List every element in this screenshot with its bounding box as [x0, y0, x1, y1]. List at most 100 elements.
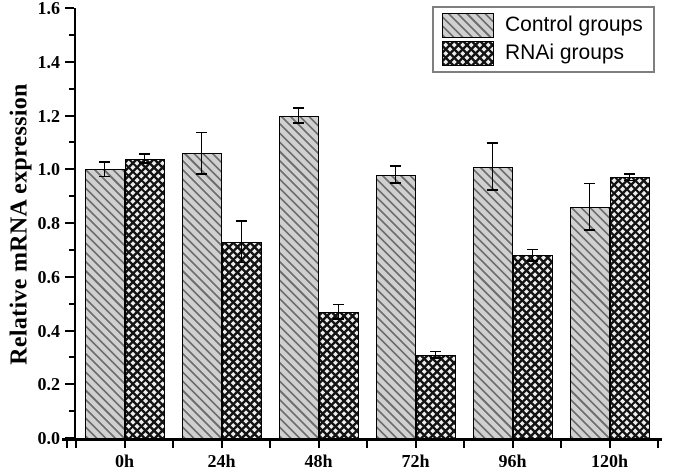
x-boundary-tick	[75, 440, 77, 448]
error-bar-cap	[390, 165, 401, 168]
bar-control-120h	[569, 206, 610, 439]
y-tick-label: 1.0	[37, 159, 61, 180]
bar-rnai-96h	[512, 255, 553, 439]
error-bar-control-120h	[584, 182, 595, 232]
x-center-tick	[414, 440, 417, 448]
y-major-tick	[64, 60, 74, 63]
error-bar-control-96h	[487, 142, 498, 191]
error-bar-cap	[584, 182, 595, 185]
y-tick-label: 1.6	[37, 0, 61, 18]
x-tick-label-96h: 96h	[498, 451, 527, 471]
error-bar-line	[394, 165, 397, 185]
bar-rnai-0h	[124, 158, 165, 439]
y-major-tick	[64, 7, 74, 9]
bar-control-0h	[84, 169, 125, 439]
y-major-tick	[64, 329, 74, 332]
error-bar-line	[531, 248, 534, 262]
error-bar-cap	[293, 121, 304, 124]
error-bar-cap	[139, 162, 150, 164]
x-center-tick	[123, 440, 126, 448]
x-boundary-tick	[463, 440, 465, 448]
plot-area: 0.0 0.2 0.4 0.6 0.8 1.0 1.2 1.4 1.6 0h 24h 48h 72h 96…	[38, 0, 662, 471]
y-tick-label: 0.2	[37, 374, 61, 395]
x-center-tick	[511, 440, 514, 448]
x-center-tick	[317, 440, 320, 448]
error-bar-control-24h	[196, 131, 207, 175]
bar-control-72h	[375, 174, 416, 439]
error-bar-cap	[99, 161, 110, 163]
legend-item-rnai-groups: RNAi groups	[442, 41, 643, 66]
error-bar-cap	[430, 356, 441, 359]
legend: Control groups RNAi groups	[432, 6, 655, 73]
legend-item-control-groups: Control groups	[442, 13, 643, 38]
y-minor-tick	[68, 87, 74, 90]
bar-rnai-120h	[609, 177, 650, 439]
bar-control-48h	[278, 115, 319, 439]
error-bar-cap	[196, 131, 207, 134]
error-bar-cap	[487, 188, 498, 191]
y-minor-tick	[68, 410, 74, 413]
y-major-tick	[64, 222, 74, 224]
x-boundary-tick	[560, 440, 562, 448]
error-bar-cap	[99, 175, 110, 178]
error-bar-cap	[236, 261, 247, 264]
error-bar-cap	[390, 182, 401, 185]
error-bar-rnai-72h	[430, 350, 441, 359]
x-tick-label-48h: 48h	[304, 451, 333, 471]
bar-rnai-24h	[221, 241, 262, 439]
x-axis-line	[62, 438, 662, 441]
crosshatch-swatch-icon	[442, 41, 494, 66]
x-tick-label-72h: 72h	[401, 451, 430, 471]
x-tick-label-120h: 120h	[590, 451, 628, 471]
x-boundary-tick	[269, 440, 271, 448]
bar-rnai-48h	[318, 311, 359, 439]
error-bar-rnai-96h	[527, 248, 538, 262]
error-bar-line	[337, 303, 340, 320]
error-bar-control-48h	[293, 107, 304, 124]
error-bar-line	[240, 220, 243, 264]
y-minor-tick	[68, 248, 74, 251]
y-minor-tick	[68, 195, 74, 198]
error-bar-line	[588, 182, 591, 232]
y-major-tick	[64, 383, 74, 386]
x-center-tick	[608, 440, 611, 448]
bar-control-96h	[472, 166, 513, 439]
error-bar-control-0h	[99, 161, 110, 178]
y-tick-label: 0.8	[37, 213, 61, 233]
error-bar-cap	[584, 229, 595, 232]
error-bar-line	[434, 350, 437, 359]
error-bar-cap	[624, 173, 635, 176]
error-bar-cap	[236, 220, 247, 223]
error-bar-cap	[430, 350, 441, 353]
error-bar-rnai-0h	[139, 153, 150, 164]
y-tick-label: 0.6	[37, 266, 61, 287]
error-bar-line	[143, 153, 146, 164]
y-minor-tick	[68, 302, 74, 305]
error-bar-line	[103, 161, 106, 178]
error-bar-line	[297, 107, 300, 124]
error-bar-rnai-48h	[333, 303, 344, 320]
error-bar-line	[628, 173, 631, 182]
bar-rnai-72h	[415, 354, 456, 439]
error-bar-control-72h	[390, 165, 401, 185]
x-center-tick	[220, 440, 223, 448]
error-bar-cap	[487, 142, 498, 145]
y-major-tick	[64, 275, 74, 278]
y-tick-label: 1.4	[37, 51, 61, 72]
bar-control-24h	[181, 153, 222, 439]
y-tick-label: 1.2	[37, 105, 61, 126]
error-bar-cap	[333, 303, 344, 306]
error-bar-rnai-24h	[236, 220, 247, 264]
x-tick-label-24h: 24h	[207, 451, 236, 471]
x-boundary-tick	[366, 440, 368, 448]
diagonal-hatch-swatch-icon	[442, 13, 494, 38]
error-bar-line	[491, 142, 494, 191]
x-boundary-tick	[172, 440, 174, 448]
y-major-tick	[64, 168, 74, 171]
y-minor-tick	[68, 356, 74, 359]
x-boundary-tick	[657, 440, 659, 448]
legend-label-control-groups: Control groups	[505, 13, 643, 37]
error-bar-rnai-120h	[624, 173, 635, 182]
y-minor-tick	[68, 141, 74, 144]
error-bar-cap	[293, 107, 304, 110]
